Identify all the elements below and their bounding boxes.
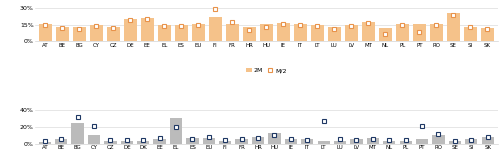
Bar [345,25,358,41]
Bar [219,141,232,144]
Bar [236,139,248,144]
Bar [39,24,52,41]
Bar [464,27,476,41]
Bar [56,27,68,41]
Bar [38,142,51,144]
Bar [104,141,117,144]
Bar [158,25,170,41]
Bar [186,138,198,144]
Bar [284,139,297,144]
Bar [482,137,494,144]
Bar [396,24,408,41]
Bar [481,28,494,41]
Bar [413,24,426,41]
Bar [301,139,314,144]
Bar [107,27,120,41]
Bar [400,141,412,144]
Bar [55,139,68,144]
Bar [294,24,306,41]
Bar [465,139,477,144]
Bar [226,24,238,41]
Bar [362,22,374,41]
Bar [318,141,330,144]
Bar [209,17,222,41]
Bar [154,139,166,144]
Bar [430,24,442,41]
Bar [379,28,392,41]
Bar [432,134,444,144]
Bar [383,141,396,144]
Bar [416,139,428,144]
Bar [268,133,280,144]
Bar [448,141,461,144]
Bar [328,27,340,41]
Bar [350,139,362,144]
Bar [311,25,324,41]
Bar [175,25,188,41]
Bar [202,138,215,144]
Bar [170,118,182,144]
Bar [447,13,460,41]
Bar [141,18,154,41]
Bar [334,141,346,144]
Bar [120,141,133,144]
Bar [192,24,204,41]
Bar [72,123,84,144]
Bar [90,25,102,41]
Bar [243,27,256,41]
Bar [124,19,136,41]
Bar [137,141,149,144]
Bar [88,135,100,144]
Bar [252,137,264,144]
Bar [277,23,289,41]
Legend: 2M, M/2: 2M, M/2 [246,68,286,73]
Bar [260,24,272,41]
Bar [366,138,379,144]
Bar [73,27,86,41]
